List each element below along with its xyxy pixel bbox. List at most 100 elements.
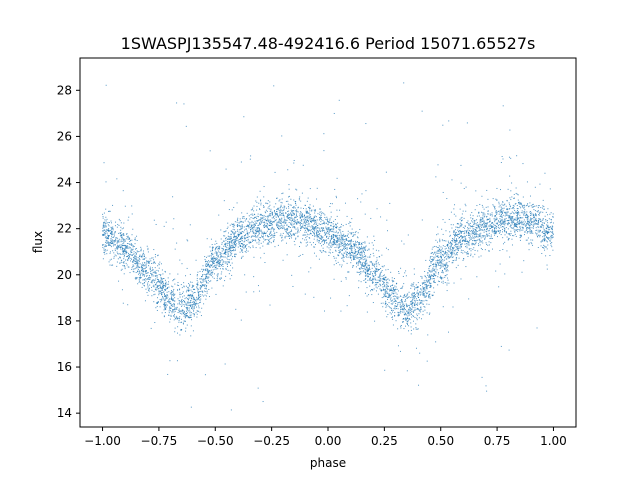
- data-point: [276, 210, 278, 212]
- data-point: [187, 303, 189, 305]
- data-point: [433, 256, 435, 258]
- data-point: [140, 249, 142, 251]
- data-point: [323, 240, 325, 242]
- data-point: [134, 243, 136, 245]
- data-point: [294, 226, 296, 228]
- data-point: [139, 274, 141, 276]
- data-point: [324, 234, 326, 236]
- data-point: [414, 304, 416, 306]
- data-point: [314, 226, 316, 228]
- data-point: [181, 305, 183, 307]
- data-point: [385, 286, 387, 288]
- data-point: [429, 312, 431, 314]
- data-point: [493, 231, 495, 233]
- data-point: [261, 219, 263, 221]
- data-point: [306, 223, 308, 225]
- data-point: [414, 309, 416, 311]
- data-point: [399, 305, 401, 307]
- data-point: [227, 241, 229, 243]
- data-point: [456, 247, 458, 249]
- data-point: [151, 282, 153, 284]
- data-point: [164, 308, 166, 310]
- data-point: [383, 281, 384, 283]
- data-point: [127, 260, 129, 262]
- data-point: [521, 220, 523, 222]
- data-point: [496, 212, 498, 214]
- data-point: [296, 223, 298, 225]
- data-point: [304, 216, 306, 218]
- data-point: [234, 244, 236, 246]
- data-point: [165, 301, 167, 303]
- data-point: [243, 216, 245, 218]
- data-point: [336, 241, 338, 243]
- data-point: [183, 314, 185, 316]
- data-point: [424, 284, 426, 286]
- data-point: [498, 286, 500, 288]
- data-point: [508, 222, 510, 224]
- data-point: [298, 198, 300, 200]
- data-point: [442, 233, 444, 235]
- data-point: [234, 229, 236, 231]
- data-point: [342, 237, 344, 239]
- data-point: [417, 293, 419, 295]
- data-point: [302, 238, 304, 240]
- data-point: [108, 225, 110, 227]
- data-point: [193, 298, 195, 300]
- data-point: [319, 213, 321, 215]
- data-point: [433, 291, 435, 293]
- data-point: [336, 246, 338, 248]
- data-point: [232, 231, 234, 233]
- data-point: [516, 224, 518, 226]
- data-point: [500, 215, 502, 217]
- data-point: [330, 245, 332, 247]
- data-point: [169, 300, 171, 302]
- data-point: [247, 225, 249, 227]
- data-point: [328, 235, 330, 237]
- data-point: [500, 226, 502, 228]
- data-point: [526, 204, 528, 206]
- data-point: [506, 223, 508, 225]
- data-point: [496, 218, 498, 220]
- data-point: [431, 256, 433, 257]
- data-point: [504, 241, 506, 243]
- data-point: [343, 241, 345, 243]
- data-point: [221, 247, 223, 249]
- data-point: [356, 263, 358, 265]
- data-point: [103, 250, 105, 252]
- data-point: [262, 245, 264, 247]
- data-point: [103, 226, 105, 228]
- data-point: [206, 280, 207, 282]
- data-point: [226, 238, 228, 240]
- data-point: [208, 276, 210, 278]
- data-point: [417, 308, 419, 310]
- data-point: [224, 280, 226, 282]
- data-point: [135, 260, 137, 262]
- data-point: [158, 281, 160, 282]
- data-point: [452, 256, 454, 258]
- data-point: [131, 239, 133, 241]
- data-point: [270, 230, 272, 232]
- data-point: [345, 255, 347, 257]
- data-point: [446, 284, 448, 286]
- data-point: [358, 280, 360, 282]
- data-point: [290, 231, 292, 233]
- data-point: [148, 278, 150, 280]
- data-point: [357, 261, 359, 263]
- data-point: [147, 247, 149, 249]
- data-point: [541, 222, 543, 224]
- data-point: [449, 256, 451, 258]
- data-point: [215, 262, 217, 264]
- data-point: [209, 274, 211, 276]
- data-point: [329, 241, 331, 243]
- data-point: [360, 257, 362, 259]
- data-point: [247, 220, 249, 222]
- data-point: [460, 231, 462, 233]
- data-point: [535, 219, 537, 221]
- data-point: [310, 216, 312, 218]
- data-point: [383, 284, 385, 286]
- data-point: [281, 236, 283, 238]
- data-point: [454, 232, 456, 234]
- data-point: [440, 252, 442, 254]
- data-point: [348, 253, 350, 255]
- data-point: [482, 220, 484, 222]
